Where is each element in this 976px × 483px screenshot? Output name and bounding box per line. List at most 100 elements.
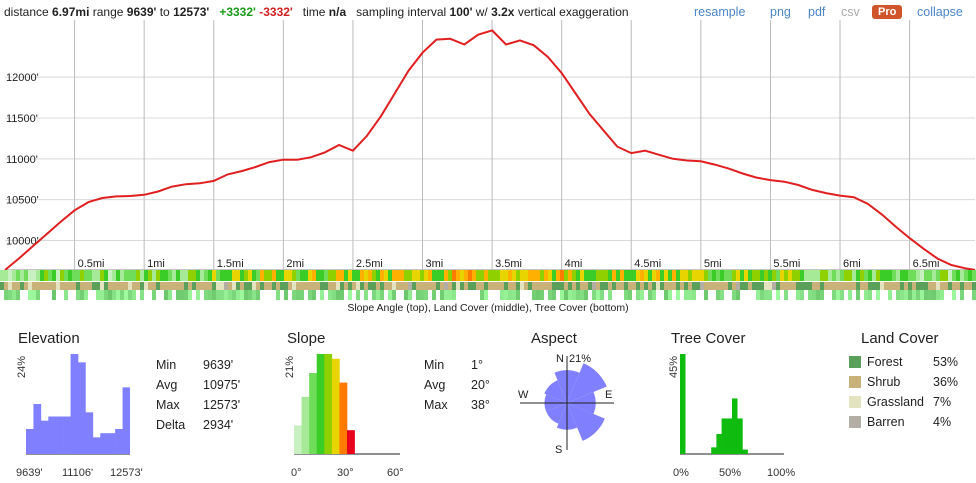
land-cover-cell xyxy=(332,282,336,290)
slope-cell xyxy=(876,270,880,281)
land-cover-cell xyxy=(664,282,668,290)
slope-cell xyxy=(480,270,484,281)
land-cover-cell xyxy=(404,282,408,290)
sampling-value: 100' xyxy=(449,5,473,19)
csv-link[interactable]: csv xyxy=(841,5,860,19)
tree-cover-cell xyxy=(936,290,940,300)
land-cover-cell xyxy=(932,282,936,290)
range-label: range xyxy=(92,5,124,19)
land-cover-name: Shrub xyxy=(867,375,901,389)
slope-cell xyxy=(924,270,928,281)
slope-cell xyxy=(948,270,952,281)
slope-cell xyxy=(164,270,168,281)
slope-cell xyxy=(108,270,112,281)
slope-cell xyxy=(632,270,636,281)
land-cover-cell xyxy=(736,282,740,290)
slope-cell xyxy=(584,270,588,281)
slope-cell xyxy=(748,270,752,281)
tree-cover-cell xyxy=(52,290,56,300)
tree-cover-cell xyxy=(900,290,904,300)
slope-cell xyxy=(880,270,884,281)
land-cover-cell xyxy=(120,282,124,290)
tree-cover-cell xyxy=(376,290,380,300)
slope-cell xyxy=(888,270,892,281)
slope-cell xyxy=(0,270,4,281)
tree-cover-cell xyxy=(404,290,408,300)
slope-cell xyxy=(284,270,288,281)
png-link[interactable]: png xyxy=(770,5,791,19)
slope-cell xyxy=(400,270,404,281)
tree-cover-cell xyxy=(96,290,100,300)
histogram-bar xyxy=(40,420,49,454)
land-cover-cell xyxy=(920,282,924,290)
land-cover-cell xyxy=(228,282,232,290)
slope-cell xyxy=(96,270,100,281)
x-tick-label: 4mi xyxy=(565,258,583,270)
slope-cell xyxy=(288,270,292,281)
collapse-link[interactable]: collapse xyxy=(917,5,963,19)
land-cover-cell xyxy=(336,282,340,290)
land-cover-cell xyxy=(408,282,412,290)
land-cover-cell xyxy=(364,282,368,290)
tree-cover-cell xyxy=(596,290,600,300)
slope-cell xyxy=(908,270,912,281)
tree-cover-cell xyxy=(420,290,424,300)
land-cover-cell xyxy=(612,282,616,290)
slope-cell xyxy=(208,270,212,281)
land-cover-cell xyxy=(312,282,316,290)
tree-cover-cell xyxy=(652,290,656,300)
tree-cover-cell xyxy=(388,290,392,300)
resample-link[interactable]: resample xyxy=(694,5,746,19)
slope-cell xyxy=(412,270,416,281)
land-cover-cell xyxy=(208,282,212,290)
slope-cell xyxy=(536,270,540,281)
tree-cover-cell xyxy=(132,290,136,300)
land-cover-cell xyxy=(320,282,324,290)
slope-cell xyxy=(428,270,432,281)
slope-cell xyxy=(512,270,516,281)
land-cover-cell xyxy=(704,282,708,290)
land-cover-cell xyxy=(596,282,600,290)
stat-label: Min xyxy=(424,358,445,372)
land-cover-cell xyxy=(740,282,744,290)
land-cover-cell xyxy=(432,282,436,290)
slope-cell xyxy=(272,270,276,281)
land-cover-cell xyxy=(56,282,60,290)
land-cover-cell xyxy=(880,282,884,290)
slope-cell xyxy=(28,270,32,281)
land-cover-cell xyxy=(304,282,308,290)
elevation-line xyxy=(4,29,976,271)
land-cover-cell xyxy=(124,282,128,290)
pdf-link[interactable]: pdf xyxy=(808,5,826,19)
aspect-label-e: E xyxy=(605,389,612,401)
tree-cover-cell xyxy=(776,290,780,300)
land-cover-cell xyxy=(24,282,28,290)
tree-cover-cell xyxy=(932,290,936,300)
x-tick-label: 6mi xyxy=(843,258,861,270)
land-cover-cell xyxy=(744,282,748,290)
tree-cover-cell xyxy=(816,290,820,300)
tree-cover-cell xyxy=(580,290,584,300)
slope-cell xyxy=(916,270,920,281)
slope-cell xyxy=(728,270,732,281)
land-cover-cell xyxy=(440,282,444,290)
tree-cover-cell xyxy=(532,290,536,300)
slope-cell xyxy=(300,270,304,281)
slope-cell xyxy=(944,270,948,281)
land-cover-cell xyxy=(528,282,532,290)
land-cover-cell xyxy=(560,282,564,290)
land-cover-cell xyxy=(884,282,888,290)
land-cover-cell xyxy=(948,282,952,290)
land-cover-cell xyxy=(132,282,136,290)
slope-cell xyxy=(548,270,552,281)
slope-cell xyxy=(324,270,328,281)
land-cover-cell xyxy=(468,282,472,290)
land-cover-cell xyxy=(620,282,624,290)
slope-x-max: 60° xyxy=(387,467,404,479)
slope-cell xyxy=(812,270,816,281)
pro-badge[interactable]: Pro xyxy=(872,5,903,19)
slope-cell xyxy=(468,270,472,281)
land-cover-cell xyxy=(184,282,188,290)
slope-cell xyxy=(168,270,172,281)
slope-cell xyxy=(516,270,520,281)
